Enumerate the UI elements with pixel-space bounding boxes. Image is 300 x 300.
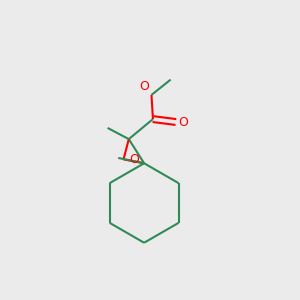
Text: O: O [139, 80, 149, 94]
Text: O: O [129, 154, 139, 166]
Text: O: O [178, 116, 188, 129]
